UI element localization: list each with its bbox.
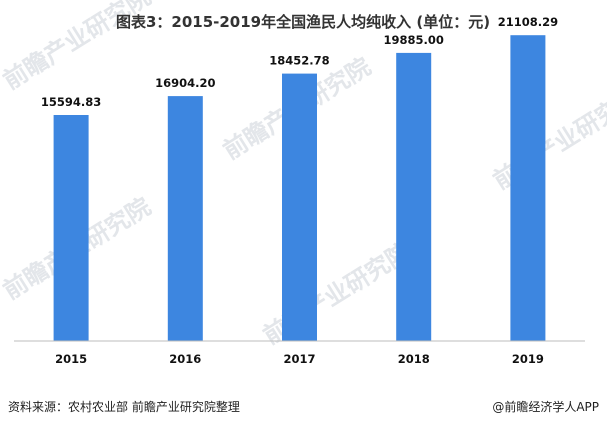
chart-title: 图表3：2015-2019年全国渔民人均纯收入 (单位：元) <box>116 13 490 31</box>
bar-2018 <box>396 52 432 342</box>
value-label-2015: 15594.83 <box>41 95 101 109</box>
value-labels-group: 15594.83 16904.20 18452.78 19885.00 21108.29 <box>41 15 558 109</box>
value-label-2016: 16904.20 <box>155 76 215 90</box>
bar-2019 <box>510 35 546 341</box>
watermark-text: 前瞻产业研究院 <box>258 237 415 350</box>
source-note: 资料来源：农村农业部 前瞻产业研究院整理 <box>8 399 240 414</box>
brand-note: @前瞻经济学人APP <box>492 399 599 414</box>
value-label-2018: 19885.00 <box>384 33 444 47</box>
x-tick-labels-group: 2015 2016 2017 2018 2019 <box>55 352 544 366</box>
value-label-2017: 18452.78 <box>269 54 329 68</box>
bar-2016 <box>167 96 203 341</box>
x-tick-label-2017: 2017 <box>283 352 315 366</box>
watermark-text: 前瞻产业研究院 <box>488 82 607 195</box>
bars-group <box>53 35 546 342</box>
x-tick-label-2019: 2019 <box>512 352 544 366</box>
bar-2017 <box>282 73 317 341</box>
value-label-2019: 21108.29 <box>498 15 558 29</box>
x-tick-label-2018: 2018 <box>398 352 430 366</box>
x-tick-label-2016: 2016 <box>169 352 201 366</box>
bar-2015 <box>53 115 89 341</box>
x-tick-label-2015: 2015 <box>55 352 87 366</box>
